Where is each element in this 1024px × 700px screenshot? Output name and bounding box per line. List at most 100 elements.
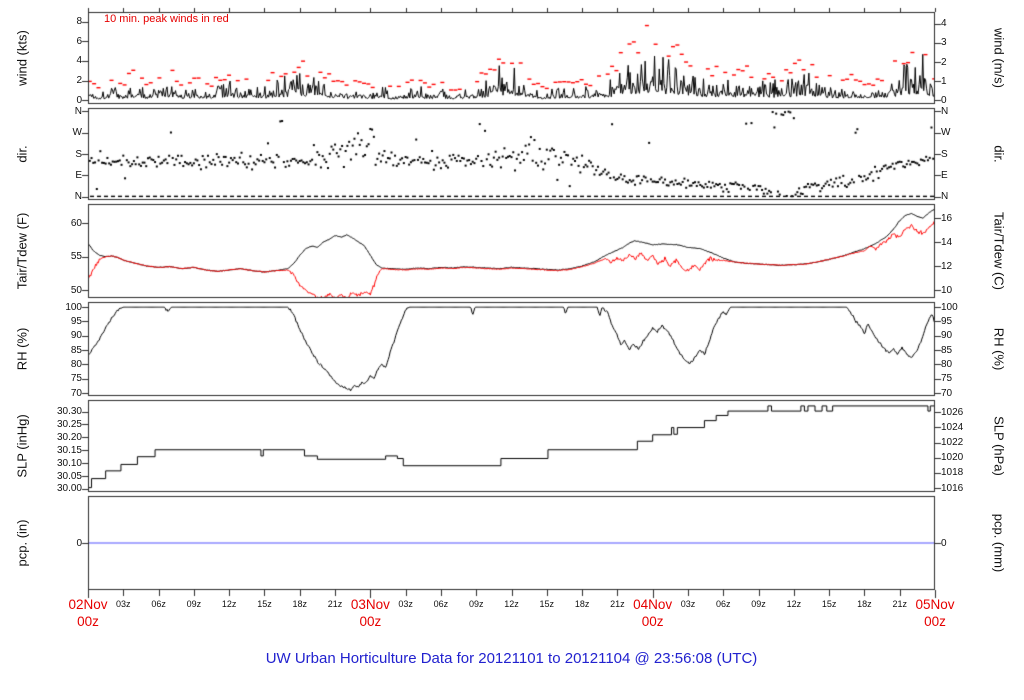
- x-hour-label: 15z: [821, 599, 837, 609]
- x-hour-label: 09z: [751, 599, 766, 609]
- y-tick-label-right-wind: 2: [941, 56, 947, 68]
- axis-label-wind-right: wind (m/s): [991, 28, 1007, 88]
- y-tick-label-right-rh: 90: [941, 330, 953, 342]
- y-tick-label-right-temp: 12: [941, 260, 953, 272]
- y-tick-label-right-wind: 4: [941, 18, 947, 30]
- y-tick-label-right-slp: 1018: [941, 467, 964, 479]
- x-day-hour-label: 00z: [641, 614, 664, 629]
- y-tick-label-left-rh: 75: [70, 373, 82, 385]
- x-hour-label: 21z: [892, 599, 907, 609]
- peak-winds-legend: 10 min. peak winds in red: [104, 13, 229, 25]
- y-tick-label-left-slp: 30.15: [56, 444, 82, 456]
- y-tick-label-right-temp: 16: [941, 212, 953, 224]
- y-tick-label-left-wind: 4: [76, 55, 82, 67]
- y-tick-label-left-dir: S: [75, 148, 82, 160]
- x-day-label: 05Nov: [915, 597, 955, 612]
- axis-label-pcp-left: pcp. (in): [14, 519, 30, 567]
- y-tick-label-right-pcp: 0: [941, 537, 947, 549]
- y-tick-label-left-rh: 90: [70, 330, 82, 342]
- axis-label-rh-right: RH (%): [991, 327, 1007, 371]
- y-tick-label-left-dir: W: [72, 127, 82, 139]
- y-tick-label-left-rh: 100: [65, 301, 82, 313]
- y-tick-label-left-temp: 60: [70, 217, 82, 229]
- y-tick-label-right-rh: 100: [941, 301, 958, 313]
- y-tick-label-left-rh: 85: [70, 344, 82, 356]
- axis-label-dir-left: dir.: [14, 145, 30, 163]
- y-tick-label-right-slp: 1026: [941, 406, 964, 418]
- x-hour-label: 09z: [186, 599, 202, 609]
- y-tick-label-left-slp: 30.20: [56, 431, 82, 443]
- y-tick-label-right-wind: 3: [941, 37, 947, 49]
- y-tick-label-right-rh: 70: [941, 387, 953, 399]
- x-hour-label: 18z: [857, 599, 872, 609]
- x-hour-label: 06z: [715, 599, 731, 609]
- y-tick-label-left-slp: 30.10: [56, 457, 82, 469]
- x-hour-label: 06z: [433, 599, 449, 609]
- x-day-label: 02Nov: [68, 597, 108, 612]
- x-hour-label: 03z: [116, 599, 131, 609]
- y-tick-label-right-dir: N: [941, 191, 949, 203]
- y-tick-label-left-slp: 30.30: [56, 406, 82, 418]
- y-tick-label-right-dir: W: [941, 127, 951, 139]
- x-hour-label: 15z: [539, 599, 555, 609]
- y-tick-label-left-dir: N: [74, 105, 82, 117]
- axis-label-temp-left: Tair/Tdew (F): [14, 212, 30, 290]
- axis-label-rh-left: RH (%): [14, 327, 30, 371]
- x-hour-label: 12z: [221, 599, 237, 609]
- x-hour-label: 18z: [574, 599, 590, 609]
- y-tick-label-left-wind: 0: [76, 94, 82, 106]
- y-tick-label-left-pcp: 0: [76, 537, 82, 549]
- x-hour-label: 03z: [398, 599, 413, 609]
- y-tick-label-right-dir: N: [941, 105, 949, 117]
- axis-label-temp-right: Tair/Tdew (C): [991, 211, 1007, 291]
- y-tick-label-right-wind: 0: [941, 94, 947, 106]
- axis-label-dir-right: dir.: [991, 145, 1007, 163]
- x-hour-label: 03z: [680, 599, 696, 609]
- axis-label-slp-left: SLP (inHg): [14, 414, 30, 478]
- y-tick-label-left-wind: 2: [76, 75, 82, 86]
- y-tick-label-left-slp: 30.00: [56, 483, 82, 495]
- axis-label-wind-left: wind (kts): [14, 30, 30, 86]
- y-tick-label-left-dir: E: [75, 169, 82, 181]
- x-hour-label: 09z: [468, 599, 484, 609]
- x-hour-label: 15z: [257, 599, 272, 609]
- x-hour-label: 21z: [327, 599, 343, 609]
- y-tick-label-left-slp: 30.05: [56, 470, 82, 482]
- y-tick-label-right-slp: 1016: [941, 482, 964, 494]
- x-day-label: 03Nov: [350, 597, 390, 612]
- y-tick-label-left-rh: 80: [70, 358, 82, 370]
- y-tick-label-right-dir: S: [941, 148, 948, 160]
- y-tick-label-left-slp: 30.25: [56, 418, 82, 430]
- y-tick-label-right-dir: E: [941, 169, 948, 181]
- y-tick-label-left-temp: 50: [70, 284, 82, 296]
- y-tick-label-right-rh: 95: [941, 315, 953, 327]
- y-tick-label-right-rh: 80: [941, 358, 953, 370]
- y-tick-label-left-rh: 70: [70, 387, 82, 399]
- y-tick-label-right-rh: 85: [941, 344, 953, 356]
- x-day-hour-label: 00z: [77, 614, 99, 629]
- y-tick-label-left-rh: 95: [70, 315, 82, 327]
- x-day-label: 04Nov: [633, 597, 673, 612]
- y-tick-label-right-wind: 1: [941, 75, 947, 87]
- x-day-hour-label: 00z: [359, 614, 382, 629]
- y-tick-label-right-slp: 1022: [941, 437, 964, 449]
- y-tick-label-right-temp: 10: [941, 284, 953, 296]
- chart-title: UW Urban Horticulture Data for 20121101 …: [265, 650, 758, 667]
- x-hour-label: 06z: [151, 599, 166, 609]
- x-day-hour-label: 00z: [924, 614, 946, 629]
- y-tick-label-right-slp: 1024: [941, 421, 964, 433]
- x-hour-label: 18z: [292, 599, 307, 609]
- y-tick-label-right-rh: 75: [941, 373, 953, 385]
- axis-label-slp-right: SLP (hPa): [991, 416, 1007, 476]
- y-tick-label-left-wind: 8: [76, 16, 82, 28]
- x-hour-label: 21z: [610, 599, 625, 609]
- y-tick-label-left-temp: 55: [70, 251, 82, 263]
- y-tick-label-left-dir: N: [74, 191, 82, 203]
- axis-label-pcp-right: pcp. (mm): [991, 513, 1007, 573]
- x-hour-label: 12z: [504, 599, 519, 609]
- x-hour-label: 12z: [786, 599, 802, 609]
- y-tick-label-left-wind: 6: [76, 35, 82, 47]
- y-tick-label-right-slp: 1020: [941, 452, 964, 464]
